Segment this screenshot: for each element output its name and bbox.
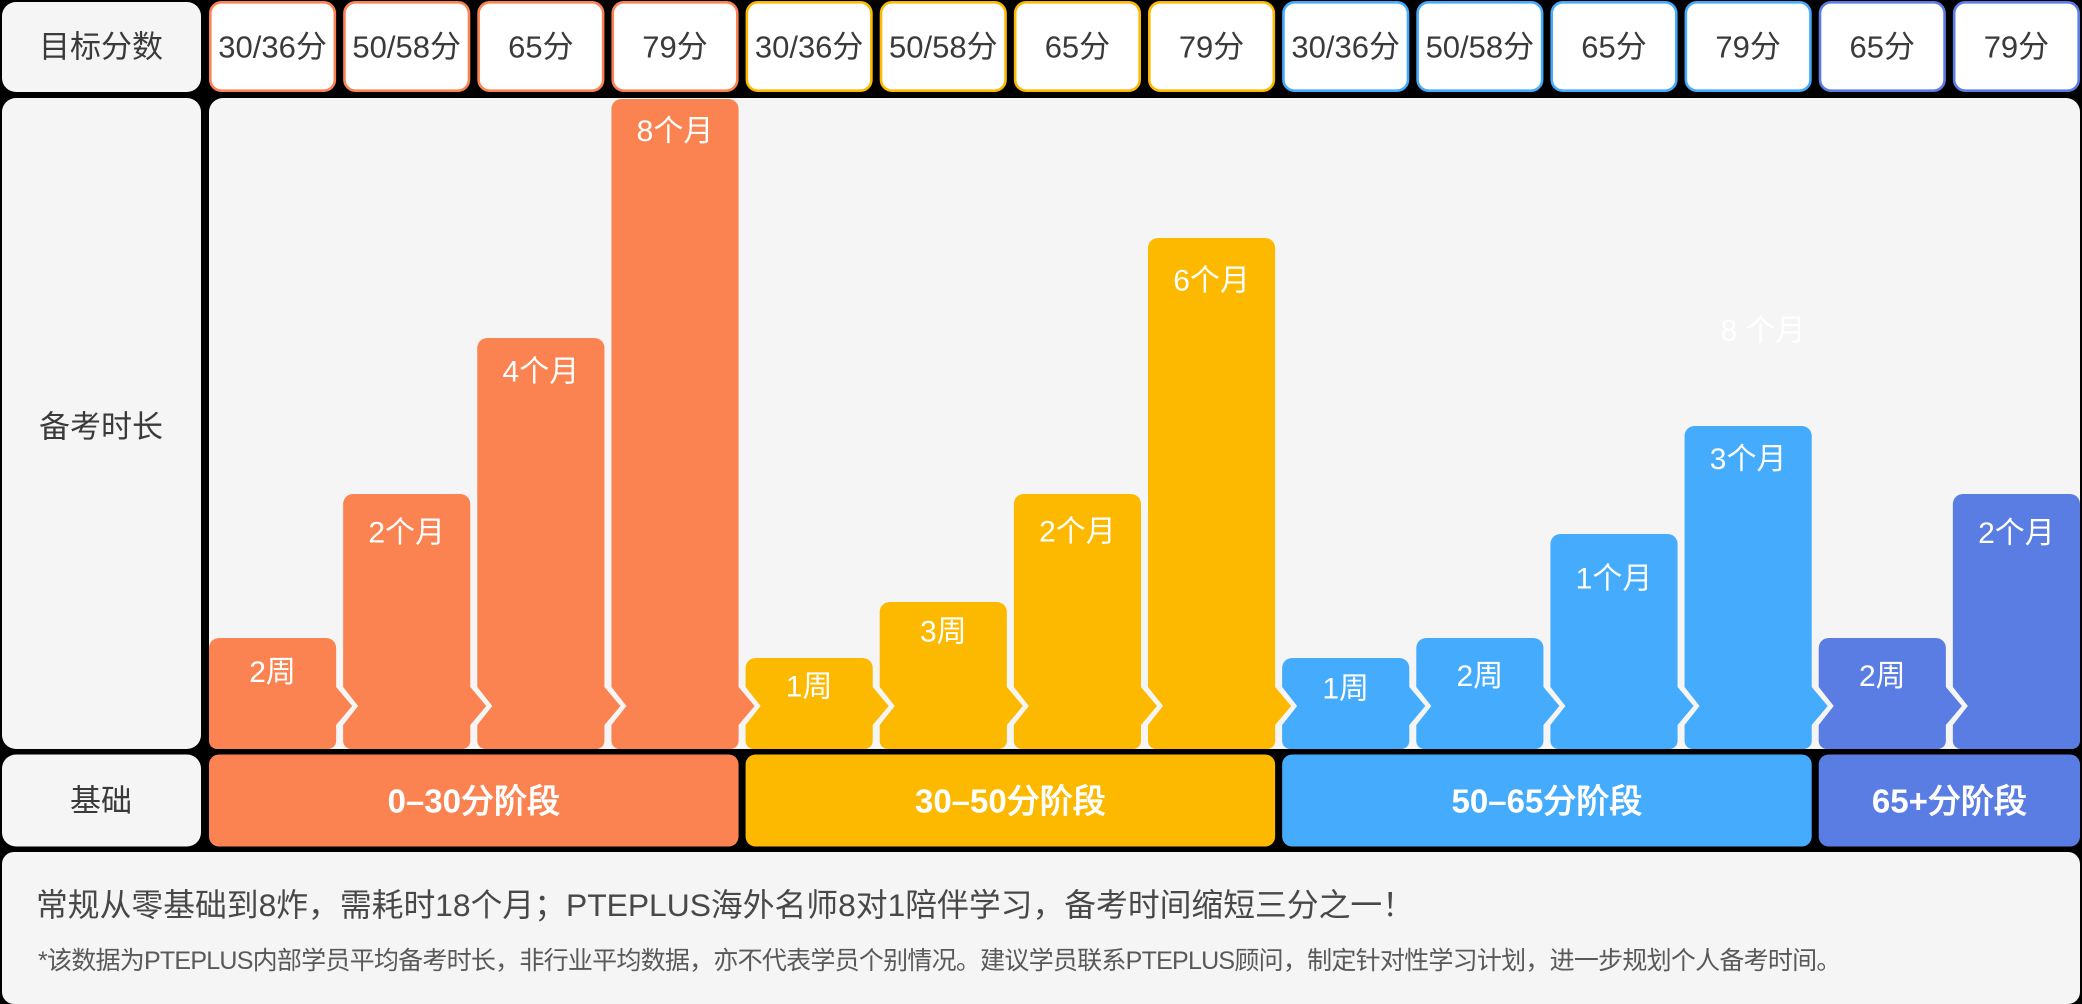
svg-text:0–30分阶段: 0–30分阶段 xyxy=(388,783,560,820)
svg-text:2个月: 2个月 xyxy=(368,517,445,550)
svg-text:30–50分阶段: 30–50分阶段 xyxy=(915,783,1106,820)
svg-text:常规从零基础到8炸，需耗时18个月；PTEPLUS海外名师8: 常规从零基础到8炸，需耗时18个月；PTEPLUS海外名师8对1陪伴学习，备考时… xyxy=(36,887,1414,923)
svg-text:65分: 65分 xyxy=(1850,30,1915,65)
svg-text:50/58分: 50/58分 xyxy=(1426,30,1535,65)
svg-text:3周: 3周 xyxy=(920,616,967,649)
svg-text:79分: 79分 xyxy=(1715,30,1780,65)
svg-text:备考时长: 备考时长 xyxy=(39,410,163,445)
svg-text:基础: 基础 xyxy=(70,784,132,819)
svg-text:目标分数: 目标分数 xyxy=(39,30,163,65)
svg-text:2个月: 2个月 xyxy=(1039,516,1116,549)
svg-text:6个月: 6个月 xyxy=(1173,265,1250,298)
svg-text:2周: 2周 xyxy=(1457,660,1504,693)
svg-text:50/58分: 50/58分 xyxy=(889,30,998,65)
svg-text:65+分阶段: 65+分阶段 xyxy=(1872,783,2027,820)
svg-text:65分: 65分 xyxy=(1045,30,1110,65)
svg-text:79分: 79分 xyxy=(642,30,707,65)
svg-text:79分: 79分 xyxy=(1179,30,1244,65)
svg-text:2周: 2周 xyxy=(249,656,296,689)
svg-text:*该数据为PTEPLUS内部学员平均备考时长，非行业平均数据: *该数据为PTEPLUS内部学员平均备考时长，非行业平均数据，亦不代表学员个别情… xyxy=(38,947,1841,975)
svg-text:50/58分: 50/58分 xyxy=(352,30,461,65)
svg-text:8个月: 8个月 xyxy=(637,115,714,148)
svg-text:3个月: 3个月 xyxy=(1710,443,1787,476)
svg-text:65分: 65分 xyxy=(1581,30,1646,65)
svg-text:30/36分: 30/36分 xyxy=(218,30,327,65)
svg-text:30/36分: 30/36分 xyxy=(1291,30,1400,65)
svg-text:2个月: 2个月 xyxy=(1978,517,2055,550)
svg-text:1周: 1周 xyxy=(786,671,833,704)
svg-text:50–65分阶段: 50–65分阶段 xyxy=(1452,783,1643,820)
svg-text:1个月: 1个月 xyxy=(1576,563,1653,596)
svg-text:2周: 2周 xyxy=(1859,660,1906,693)
svg-text:1周: 1周 xyxy=(1322,673,1369,706)
svg-text:30/36分: 30/36分 xyxy=(755,30,864,65)
svg-text:4个月: 4个月 xyxy=(503,356,580,389)
svg-text:79分: 79分 xyxy=(1984,30,2049,65)
svg-text:65分: 65分 xyxy=(508,30,573,65)
svg-text:8 个月: 8 个月 xyxy=(1720,315,1805,348)
